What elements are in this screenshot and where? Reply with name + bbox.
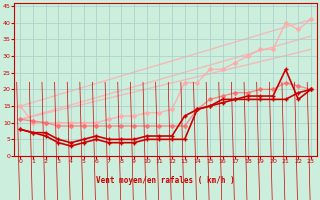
X-axis label: Vent moyen/en rafales ( km/h ): Vent moyen/en rafales ( km/h ) bbox=[96, 176, 235, 185]
